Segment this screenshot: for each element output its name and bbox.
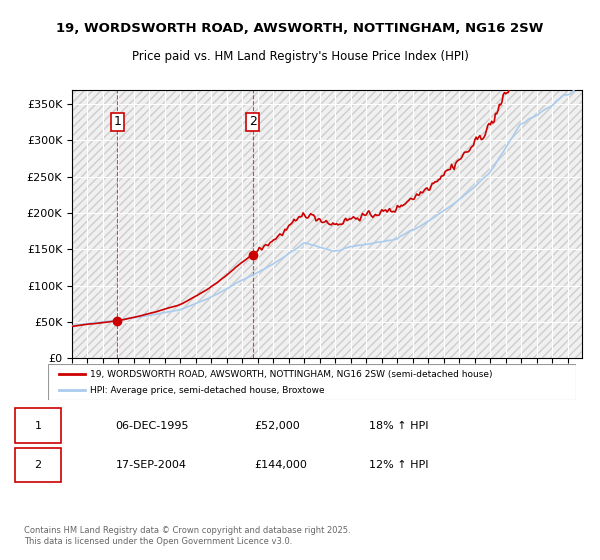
Text: 2: 2 bbox=[34, 460, 41, 470]
Text: Price paid vs. HM Land Registry's House Price Index (HPI): Price paid vs. HM Land Registry's House … bbox=[131, 50, 469, 63]
Text: 1: 1 bbox=[113, 115, 121, 128]
Text: Contains HM Land Registry data © Crown copyright and database right 2025.
This d: Contains HM Land Registry data © Crown c… bbox=[24, 526, 350, 546]
Text: 17-SEP-2004: 17-SEP-2004 bbox=[116, 460, 187, 470]
Text: 1: 1 bbox=[34, 421, 41, 431]
Bar bbox=[15, 447, 61, 482]
Text: 12% ↑ HPI: 12% ↑ HPI bbox=[369, 460, 428, 470]
Text: 19, WORDSWORTH ROAD, AWSWORTH, NOTTINGHAM, NG16 2SW (semi-detached house): 19, WORDSWORTH ROAD, AWSWORTH, NOTTINGHA… bbox=[90, 370, 493, 379]
Text: 06-DEC-1995: 06-DEC-1995 bbox=[116, 421, 189, 431]
FancyBboxPatch shape bbox=[0, 9, 600, 439]
Text: 2: 2 bbox=[249, 115, 257, 128]
Text: 19, WORDSWORTH ROAD, AWSWORTH, NOTTINGHAM, NG16 2SW: 19, WORDSWORTH ROAD, AWSWORTH, NOTTINGHA… bbox=[56, 22, 544, 35]
Text: HPI: Average price, semi-detached house, Broxtowe: HPI: Average price, semi-detached house,… bbox=[90, 386, 325, 395]
Text: £52,000: £52,000 bbox=[254, 421, 299, 431]
Bar bbox=[15, 408, 61, 443]
Text: 18% ↑ HPI: 18% ↑ HPI bbox=[369, 421, 428, 431]
Text: £144,000: £144,000 bbox=[254, 460, 307, 470]
